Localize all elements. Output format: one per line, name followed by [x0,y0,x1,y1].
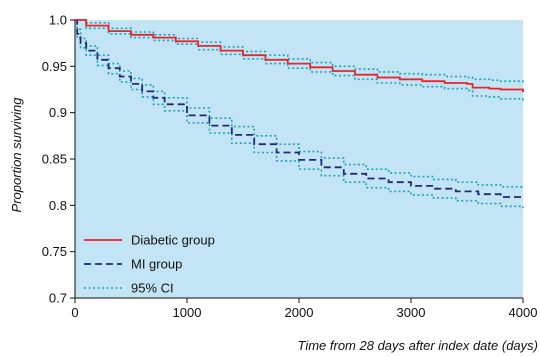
y-tick-label: 0.7 [49,291,67,306]
x-tick-label: 0 [71,305,78,320]
series-line-5 [75,19,524,209]
series-line-1 [75,19,524,199]
y-axis-ticks: 0.7 0.75 0.8 0.85 0.9 0.95 1.0 [42,13,75,306]
y-tick-label: 0.95 [42,59,67,74]
y-axis-title: Proportion surviving [9,97,24,213]
x-tick-label: 3000 [397,305,426,320]
x-tick-label: 1000 [173,305,202,320]
y-tick-label: 0.8 [49,198,67,213]
legend-label-ci: 95% CI [131,281,174,296]
x-tick-label: 2000 [285,305,314,320]
x-axis-title: Time from 28 days after index date (days… [298,338,539,353]
x-axis-ticks: 0 1000 2000 3000 4000 [71,298,537,320]
y-tick-label: 0.9 [49,105,67,120]
y-tick-label: 0.85 [42,152,67,167]
series-line-2 [75,19,524,83]
legend-label-mi: MI group [131,257,182,272]
y-tick-label: 1.0 [49,13,67,28]
legend-label-diabetic: Diabetic group [131,233,215,248]
x-tick-label: 4000 [509,305,538,320]
series-line-0 [75,19,524,93]
series-lines [75,19,524,209]
legend: Diabetic group MI group 95% CI [84,233,215,296]
y-tick-label: 0.75 [42,244,67,259]
